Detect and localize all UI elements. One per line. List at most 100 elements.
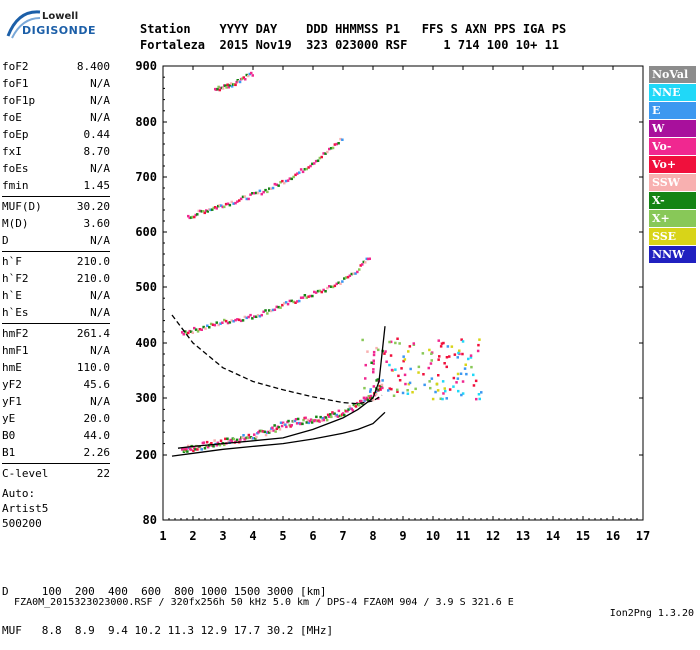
- echo-point: [271, 426, 274, 429]
- echo-point: [389, 340, 393, 344]
- echo-point: [445, 356, 449, 359]
- echo-point: [350, 272, 353, 276]
- echo-point: [329, 413, 332, 416]
- echo-point: [406, 392, 410, 395]
- echo-point: [194, 448, 197, 451]
- echo-point: [239, 197, 243, 201]
- echo-point: [311, 162, 314, 166]
- echo-point: [230, 319, 233, 322]
- echo-point: [215, 207, 218, 210]
- echo-point: [215, 444, 218, 447]
- echo-point: [211, 323, 215, 326]
- echo-point: [268, 309, 271, 312]
- echo-point: [422, 373, 425, 376]
- echo-point: [372, 362, 375, 365]
- echo-point: [288, 177, 292, 180]
- echo-point: [339, 282, 342, 285]
- echo-point: [209, 208, 212, 212]
- echo-point: [273, 308, 277, 311]
- param-name: D: [2, 234, 9, 247]
- echo-point: [324, 416, 328, 419]
- echo-point: [437, 374, 440, 377]
- param-name: foF1: [2, 77, 29, 90]
- echo-point: [372, 350, 376, 354]
- echo-point: [277, 184, 280, 187]
- echo-point: [472, 373, 475, 377]
- echo-point: [443, 387, 446, 390]
- echo-point: [196, 330, 200, 333]
- echo-point: [263, 430, 267, 434]
- echo-point: [260, 313, 263, 317]
- echo-point: [213, 439, 216, 442]
- echo-point: [448, 388, 452, 391]
- echo-point: [235, 438, 239, 442]
- echo-point: [221, 87, 225, 90]
- echo-point: [368, 396, 372, 400]
- echo-point: [460, 393, 463, 397]
- y-tick-label: 900: [135, 59, 157, 73]
- legend-item-w: W: [649, 120, 696, 137]
- param-row: foF1 N/A: [2, 75, 110, 92]
- echo-point: [198, 445, 201, 448]
- auto-software: Artist5: [2, 502, 49, 515]
- x-tick-label: 3: [219, 529, 226, 543]
- echo-point: [469, 356, 473, 359]
- param-value: 2.26: [83, 446, 111, 459]
- echo-point: [226, 83, 229, 86]
- echo-point: [204, 327, 207, 330]
- param-row: yE 20.0: [2, 410, 110, 427]
- echo-point: [238, 318, 241, 322]
- echo-point: [365, 396, 368, 400]
- echo-point: [242, 76, 245, 79]
- param-value: 8.400: [76, 60, 110, 73]
- y-tick-label: 200: [135, 448, 157, 462]
- echo-point: [461, 352, 464, 356]
- echo-point: [296, 417, 300, 421]
- y-tick-label: 700: [135, 170, 157, 184]
- model-profile-dashed: [171, 314, 383, 405]
- echo-point: [374, 393, 378, 396]
- echo-point: [329, 147, 333, 150]
- echo-point: [412, 342, 415, 345]
- digisonde-logo: Lowell DIGISONDE: [4, 6, 124, 46]
- echo-point: [260, 192, 263, 196]
- echo-point: [450, 345, 454, 348]
- echo-point: [245, 316, 248, 320]
- echo-point: [464, 363, 467, 366]
- param-value: 44.0: [83, 429, 111, 442]
- echo-point: [377, 348, 380, 352]
- echo-point: [457, 351, 460, 355]
- echo-point: [369, 394, 373, 398]
- x-tick-label: 5: [279, 529, 286, 543]
- echo-point: [206, 324, 209, 327]
- echo-point: [333, 284, 337, 288]
- echo-point: [372, 359, 375, 362]
- echo-point: [245, 73, 248, 77]
- logo-line2: DIGISONDE: [22, 24, 96, 37]
- echo-point: [271, 186, 275, 190]
- echo-point: [183, 449, 187, 452]
- echo-point: [182, 333, 185, 336]
- echo-point: [429, 386, 432, 390]
- echo-point: [314, 159, 318, 163]
- echo-point: [213, 323, 217, 327]
- echo-point: [394, 341, 397, 345]
- param-row: h`E N/A: [2, 287, 110, 304]
- echo-point: [322, 152, 325, 155]
- echo-point: [478, 338, 481, 341]
- echo-point: [308, 419, 312, 423]
- echo-point: [475, 397, 478, 401]
- echo-point: [223, 443, 226, 447]
- echo-point: [200, 210, 203, 213]
- echo-point: [423, 383, 426, 387]
- param-name: fxI: [2, 145, 22, 158]
- legend-item-x-: X-: [649, 192, 696, 209]
- echo-point: [337, 281, 340, 284]
- param-row: hmE 110.0: [2, 359, 110, 376]
- echo-point: [250, 71, 253, 75]
- echo-point: [362, 396, 366, 400]
- echo-point: [326, 286, 329, 290]
- echo-point: [463, 367, 467, 370]
- param-separator: [2, 196, 110, 197]
- echo-point: [377, 388, 380, 392]
